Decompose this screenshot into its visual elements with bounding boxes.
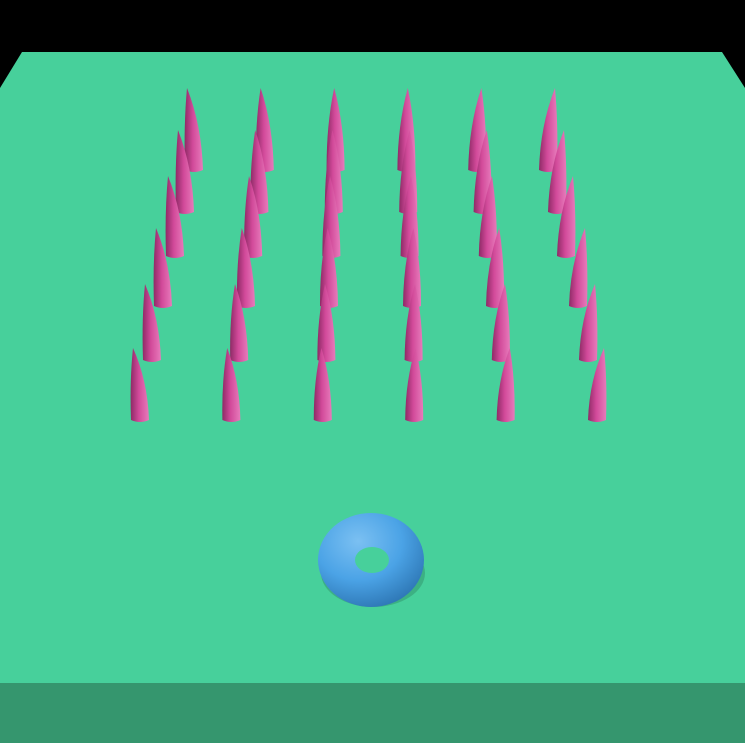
spike (491, 284, 510, 362)
spike (496, 348, 515, 422)
platform-front-face (0, 683, 745, 743)
spike (165, 176, 184, 258)
spike (222, 348, 241, 422)
spike (404, 284, 423, 362)
spike (317, 284, 336, 362)
spike (403, 228, 422, 308)
spike-field (130, 88, 607, 422)
spike (557, 176, 576, 258)
spike (478, 176, 497, 258)
spike (244, 176, 263, 258)
ring-hole (355, 547, 389, 573)
spike (579, 284, 598, 362)
spike (153, 228, 172, 308)
spike (539, 88, 558, 172)
spike (175, 130, 194, 214)
spike (230, 284, 249, 362)
spike (569, 228, 588, 308)
spike (250, 130, 269, 214)
spike (130, 348, 149, 422)
spike (548, 130, 567, 214)
ring-player[interactable] (318, 513, 425, 607)
spike (236, 228, 255, 308)
spike (313, 348, 332, 422)
spike (142, 284, 161, 362)
spike (588, 348, 607, 422)
spike (486, 228, 505, 308)
spike (405, 348, 424, 422)
spike (184, 88, 203, 172)
